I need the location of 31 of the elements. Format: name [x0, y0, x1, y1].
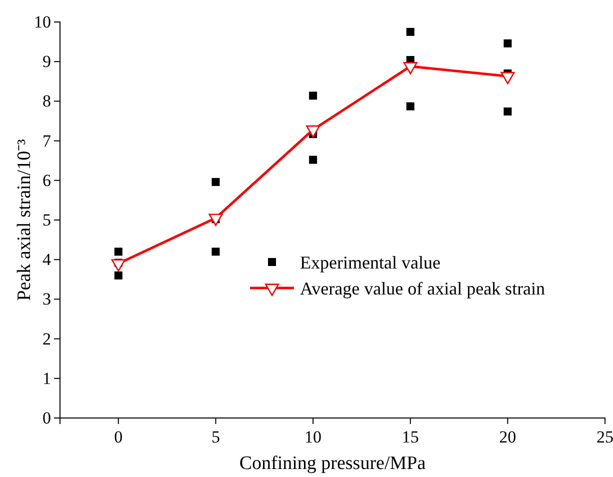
x-tick-label: 20 — [499, 427, 516, 446]
legend-label: Experimental value — [300, 252, 440, 272]
x-tick-label: 0 — [114, 427, 123, 446]
y-tick-label: 2 — [42, 329, 51, 348]
point — [309, 156, 318, 164]
y-tick-label: 0 — [42, 408, 51, 428]
point — [212, 248, 220, 256]
x-tick-label: 25 — [596, 427, 613, 446]
point — [114, 248, 122, 256]
y-tick-label: 5 — [42, 210, 51, 230]
y-tick-label: 1 — [42, 368, 51, 388]
y-tick-label: 8 — [42, 92, 51, 111]
y-tick-label: 7 — [42, 131, 52, 150]
point — [406, 28, 414, 36]
x-tick-label: 5 — [211, 427, 220, 446]
y-tick-label: 10 — [34, 12, 51, 32]
x-axis-title: Confining pressure/MPa — [239, 453, 426, 474]
point — [504, 107, 512, 116]
point — [212, 178, 220, 186]
y-axis-title: Peak axial strain/10⁻³ — [14, 138, 35, 301]
point — [504, 39, 512, 48]
x-tick-label: 10 — [304, 427, 322, 446]
x-tick-label: 15 — [402, 427, 419, 446]
y-tick-label: 9 — [42, 52, 51, 72]
point — [309, 92, 318, 100]
y-tick-label: 3 — [42, 290, 51, 309]
y-tick-label: 6 — [42, 170, 51, 190]
y-tick-label: 4 — [42, 250, 52, 270]
legend-label: Average value of axial peak strain — [300, 278, 546, 298]
point — [114, 271, 122, 280]
point — [406, 102, 414, 110]
